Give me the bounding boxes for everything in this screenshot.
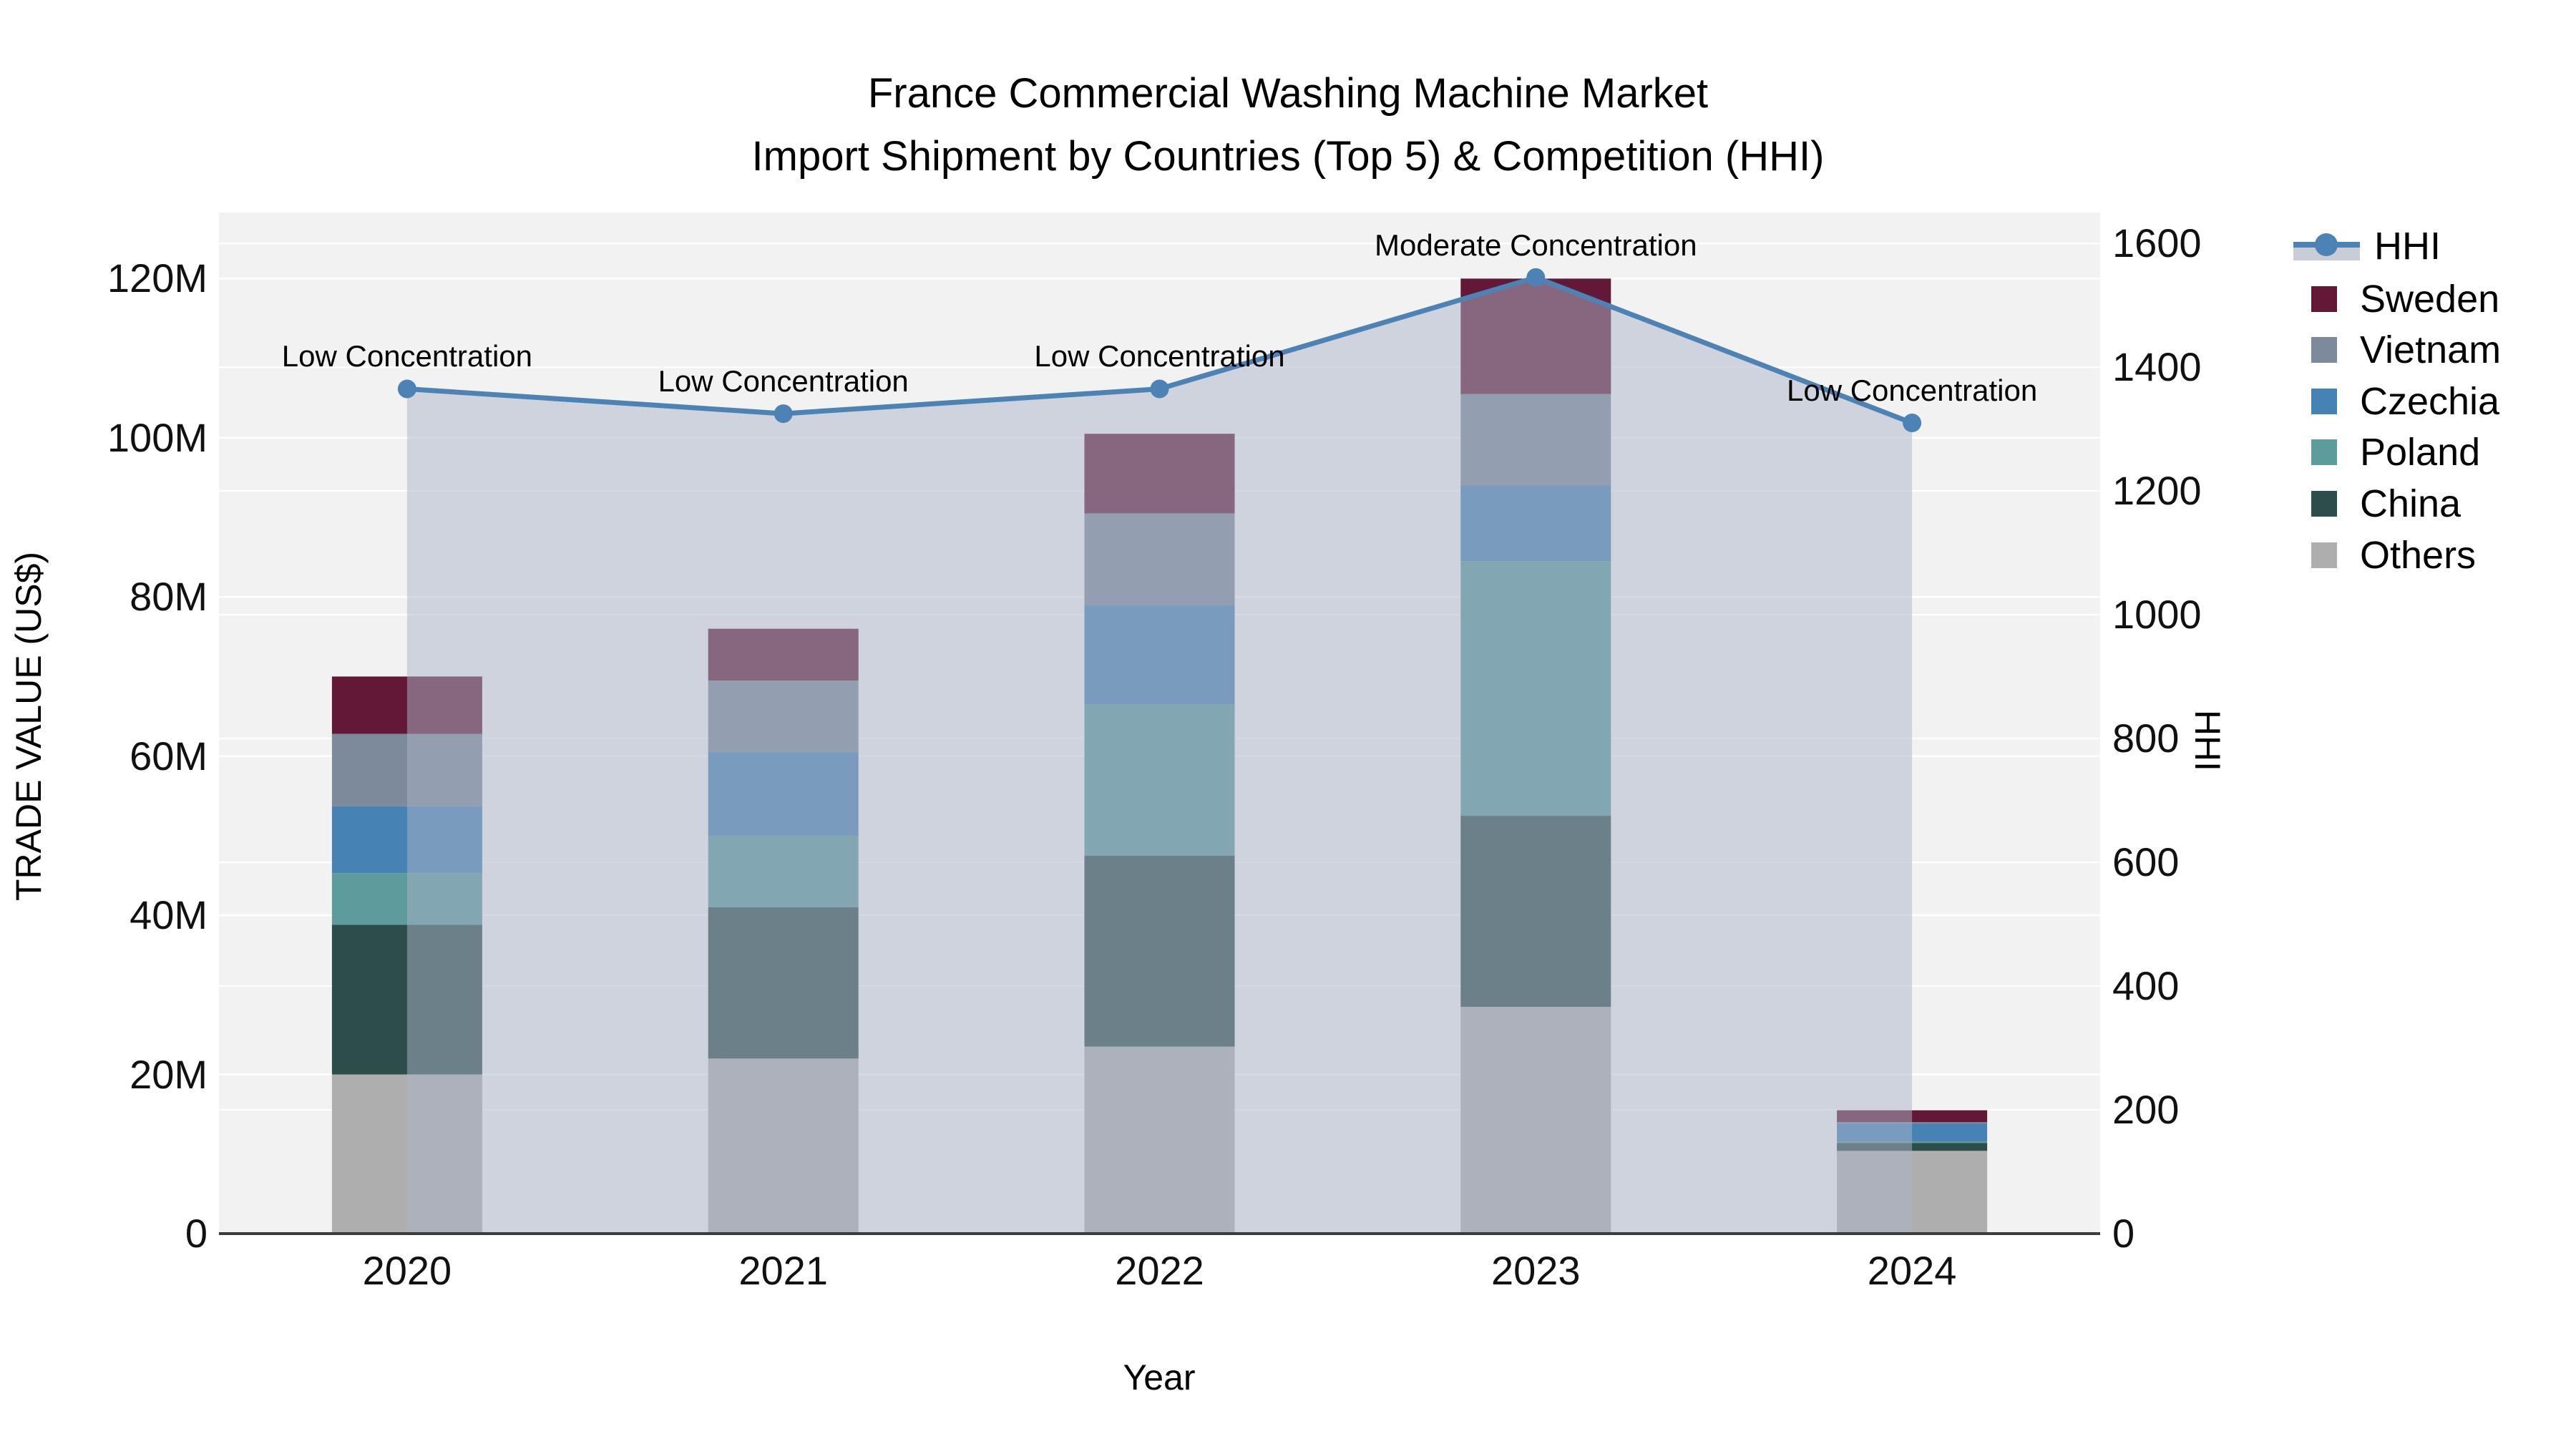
legend-label-china: China	[2360, 482, 2462, 525]
chart-title: France Commercial Washing Machine Market	[867, 70, 1709, 117]
annotation-2020: Low Concentration	[281, 339, 532, 374]
hhi-area-fill	[406, 277, 1913, 1234]
hhi-marker-2022[interactable]	[1150, 379, 1169, 399]
annotation-2024: Low Concentration	[1786, 374, 2038, 408]
y-tick-20M: 20M	[130, 1051, 208, 1097]
y-tick-0: 0	[185, 1211, 208, 1256]
annotation-2023: Moderate Concentration	[1374, 228, 1697, 262]
legend-item-vietnam[interactable]: Vietnam	[2293, 324, 2501, 376]
y-axis-title: TRADE VALUE (US$)	[9, 551, 49, 902]
hhi-line-sample-icon	[2293, 232, 2360, 260]
hhi-marker-swatch	[2315, 233, 2338, 256]
legend-label-vietnam: Vietnam	[2360, 328, 2502, 371]
x-tick-2024: 2024	[1867, 1248, 1957, 1293]
legend-item-others[interactable]: Others	[2293, 530, 2476, 581]
legend-label-sweden: Sweden	[2360, 278, 2500, 321]
y2-tick-1400: 1400	[2112, 344, 2202, 390]
x-tick-2020: 2020	[362, 1248, 452, 1293]
annotation-2021: Low Concentration	[658, 364, 909, 399]
annotation-2022: Low Concentration	[1034, 339, 1285, 374]
y2-tick-600: 600	[2112, 839, 2180, 885]
chart-subtitle: Import Shipment by Countries (Top 5) & C…	[751, 133, 1825, 180]
x-axis-title: Year	[1123, 1357, 1196, 1397]
y-tick-100M: 100M	[107, 414, 208, 460]
legend-label-poland: Poland	[2360, 431, 2481, 474]
legend-label-czechia: Czechia	[2360, 380, 2500, 423]
y2-axis-title: HHI	[2187, 709, 2228, 772]
legend-label-hhi: HHI	[2374, 225, 2441, 268]
y2-tick-1200: 1200	[2112, 468, 2202, 514]
legend-swatch-vietnam	[2311, 337, 2337, 363]
hhi-marker-2024[interactable]	[1903, 414, 1922, 433]
hhi-marker-2021[interactable]	[774, 404, 793, 424]
y-tick-120M: 120M	[107, 255, 208, 301]
x-tick-2022: 2022	[1115, 1248, 1204, 1293]
y2-tick-0: 0	[2112, 1211, 2135, 1256]
y2-tick-1000: 1000	[2112, 592, 2202, 638]
x-tick-2023: 2023	[1491, 1248, 1581, 1293]
y2-tick-800: 800	[2112, 716, 2180, 761]
x-tick-2021: 2021	[738, 1248, 828, 1293]
hhi-marker-2023[interactable]	[1526, 268, 1546, 287]
y-tick-40M: 40M	[130, 892, 208, 938]
y2-tick-400: 400	[2112, 963, 2180, 1009]
legend-label-others: Others	[2360, 534, 2477, 577]
y2-tick-200: 200	[2112, 1087, 2180, 1133]
legend-item-poland[interactable]: Poland	[2293, 426, 2480, 478]
legend-item-china[interactable]: China	[2293, 478, 2461, 530]
legend-swatch-others	[2311, 542, 2337, 568]
legend-swatch-china	[2311, 491, 2337, 517]
legend-swatch-poland	[2311, 439, 2337, 465]
legend-item-czechia[interactable]: Czechia	[2293, 376, 2499, 427]
legend-swatch-czechia	[2311, 389, 2337, 414]
y2-tick-1600: 1600	[2112, 220, 2202, 266]
hhi-marker-2020[interactable]	[397, 379, 416, 399]
legend-swatch-sweden	[2311, 286, 2337, 312]
legend-item-hhi[interactable]: HHI	[2293, 220, 2441, 272]
y-tick-60M: 60M	[130, 733, 208, 779]
y-tick-80M: 80M	[130, 574, 208, 620]
legend-item-sweden[interactable]: Sweden	[2293, 273, 2499, 325]
